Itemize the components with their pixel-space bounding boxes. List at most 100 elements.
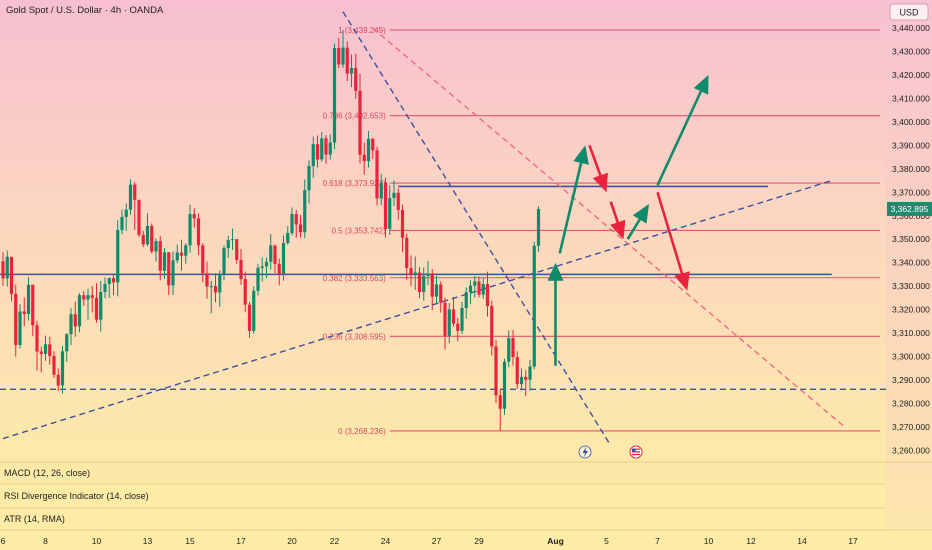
candle-body: [43, 344, 48, 354]
candle: [90, 285, 94, 313]
candle: [515, 351, 519, 389]
time-tick-label: 10: [92, 536, 102, 546]
candle-body: [379, 182, 383, 199]
candle: [502, 358, 507, 415]
candle-body: [90, 295, 94, 298]
us-flag-event-icon[interactable]: [629, 445, 643, 459]
candle: [116, 220, 120, 297]
price-tick-label: 3,430.000: [892, 47, 930, 57]
trend-line[interactable]: [342, 11, 612, 446]
trend-lines[interactable]: [2, 11, 845, 446]
down-arrow-icon[interactable]: [609, 201, 626, 240]
up-arrow-icon[interactable]: [656, 75, 709, 186]
candle-body: [409, 268, 413, 275]
candle: [498, 389, 502, 432]
candle-body: [298, 224, 303, 233]
candle: [205, 261, 209, 299]
candle-body: [167, 252, 171, 286]
candle: [26, 276, 31, 321]
candle-body: [145, 225, 150, 245]
price-tick-label: 3,280.000: [892, 398, 930, 408]
currency-button[interactable]: USD: [889, 3, 929, 21]
fib-level-label: 0.5 (3,353.742): [331, 226, 386, 235]
candle-body: [434, 284, 439, 297]
candle: [43, 335, 48, 361]
candle: [388, 185, 392, 235]
candle: [243, 271, 247, 313]
candle: [175, 244, 179, 264]
candle: [417, 267, 422, 298]
fibonacci-retracement[interactable]: 1 (3,439.249) 0.786 (3,402.653) 0.618 (3,3…: [323, 26, 880, 436]
price-tick-label: 3,290.000: [892, 375, 930, 385]
candle-body: [82, 295, 86, 300]
event-markers[interactable]: [578, 445, 643, 459]
candle-body: [507, 338, 511, 362]
candle: [226, 235, 230, 258]
time-axis[interactable]: 6 8 10 13 15 17 20 22 24 27 29 Aug 5 7 10 12 14 17: [1, 536, 858, 546]
lightning-event-icon[interactable]: [578, 445, 592, 459]
candle: [294, 209, 298, 238]
candle: [430, 268, 434, 311]
candle: [396, 188, 400, 220]
time-tick-label: 27: [432, 536, 442, 546]
candle-body: [111, 278, 116, 283]
trend-line[interactable]: [2, 179, 832, 440]
candle: [247, 301, 252, 338]
candle-body: [464, 292, 468, 308]
candle-body: [243, 279, 247, 305]
candle: [362, 142, 366, 175]
up-arrow-icon[interactable]: [558, 145, 589, 254]
candle: [184, 243, 188, 264]
price-tick-label: 3,310.000: [892, 328, 930, 338]
price-tick-label: 3,370.000: [892, 187, 930, 197]
up-arrow-icon[interactable]: [626, 204, 649, 240]
price-axis[interactable]: 3,260.000 3,270.000 3,280.000 3,290.000 3,30…: [887, 23, 932, 455]
projection-arrows[interactable]: [547, 75, 709, 366]
candle-body: [137, 199, 141, 235]
atr-label[interactable]: ATR (14, RMA): [4, 514, 65, 524]
candle: [154, 238, 158, 262]
candle-body: [303, 190, 307, 233]
candle: [490, 300, 494, 356]
candle: [536, 206, 541, 252]
time-tick-label: Aug: [547, 536, 564, 546]
macd-pane[interactable]: [0, 462, 886, 484]
down-arrow-icon[interactable]: [656, 191, 690, 291]
candle-body: [256, 267, 260, 291]
candle: [273, 244, 277, 273]
candle: [133, 182, 137, 230]
candle: [477, 276, 481, 298]
candle-body: [150, 225, 154, 252]
candle-body: [405, 237, 409, 269]
down-arrow-icon[interactable]: [588, 145, 608, 193]
atr-pane[interactable]: [0, 508, 886, 530]
trend-line[interactable]: [372, 27, 845, 428]
macd-label[interactable]: MACD (12, 26, close): [4, 468, 90, 478]
candle: [320, 132, 324, 162]
candle-body: [103, 284, 107, 292]
time-tick-label: 5: [604, 536, 609, 546]
candle-body: [294, 214, 298, 225]
candle-body: [31, 284, 35, 326]
candle: [277, 258, 281, 286]
chart-title: Gold Spot / U.S. Dollar · 4h · OANDA: [6, 5, 164, 16]
candlestick-series: [1, 30, 541, 432]
candle-body: [39, 351, 43, 354]
candle: [86, 288, 90, 320]
candle-body: [133, 184, 137, 200]
price-tick-label: 3,330.000: [892, 281, 930, 291]
candle: [315, 135, 320, 168]
candle-body: [536, 208, 541, 246]
candle: [31, 284, 35, 337]
candle-body: [400, 209, 405, 238]
fib-level-label: 0.618 (3,373.922): [323, 179, 386, 188]
currency-label: USD: [899, 8, 919, 18]
candle-body: [286, 233, 290, 243]
rsi-pane[interactable]: [0, 484, 886, 508]
up-arrow-icon[interactable]: [547, 262, 564, 366]
candle: [307, 160, 311, 204]
candle: [519, 368, 524, 391]
candle: [5, 250, 9, 287]
rsi-label[interactable]: RSI Divergence Indicator (14, close): [4, 491, 149, 501]
